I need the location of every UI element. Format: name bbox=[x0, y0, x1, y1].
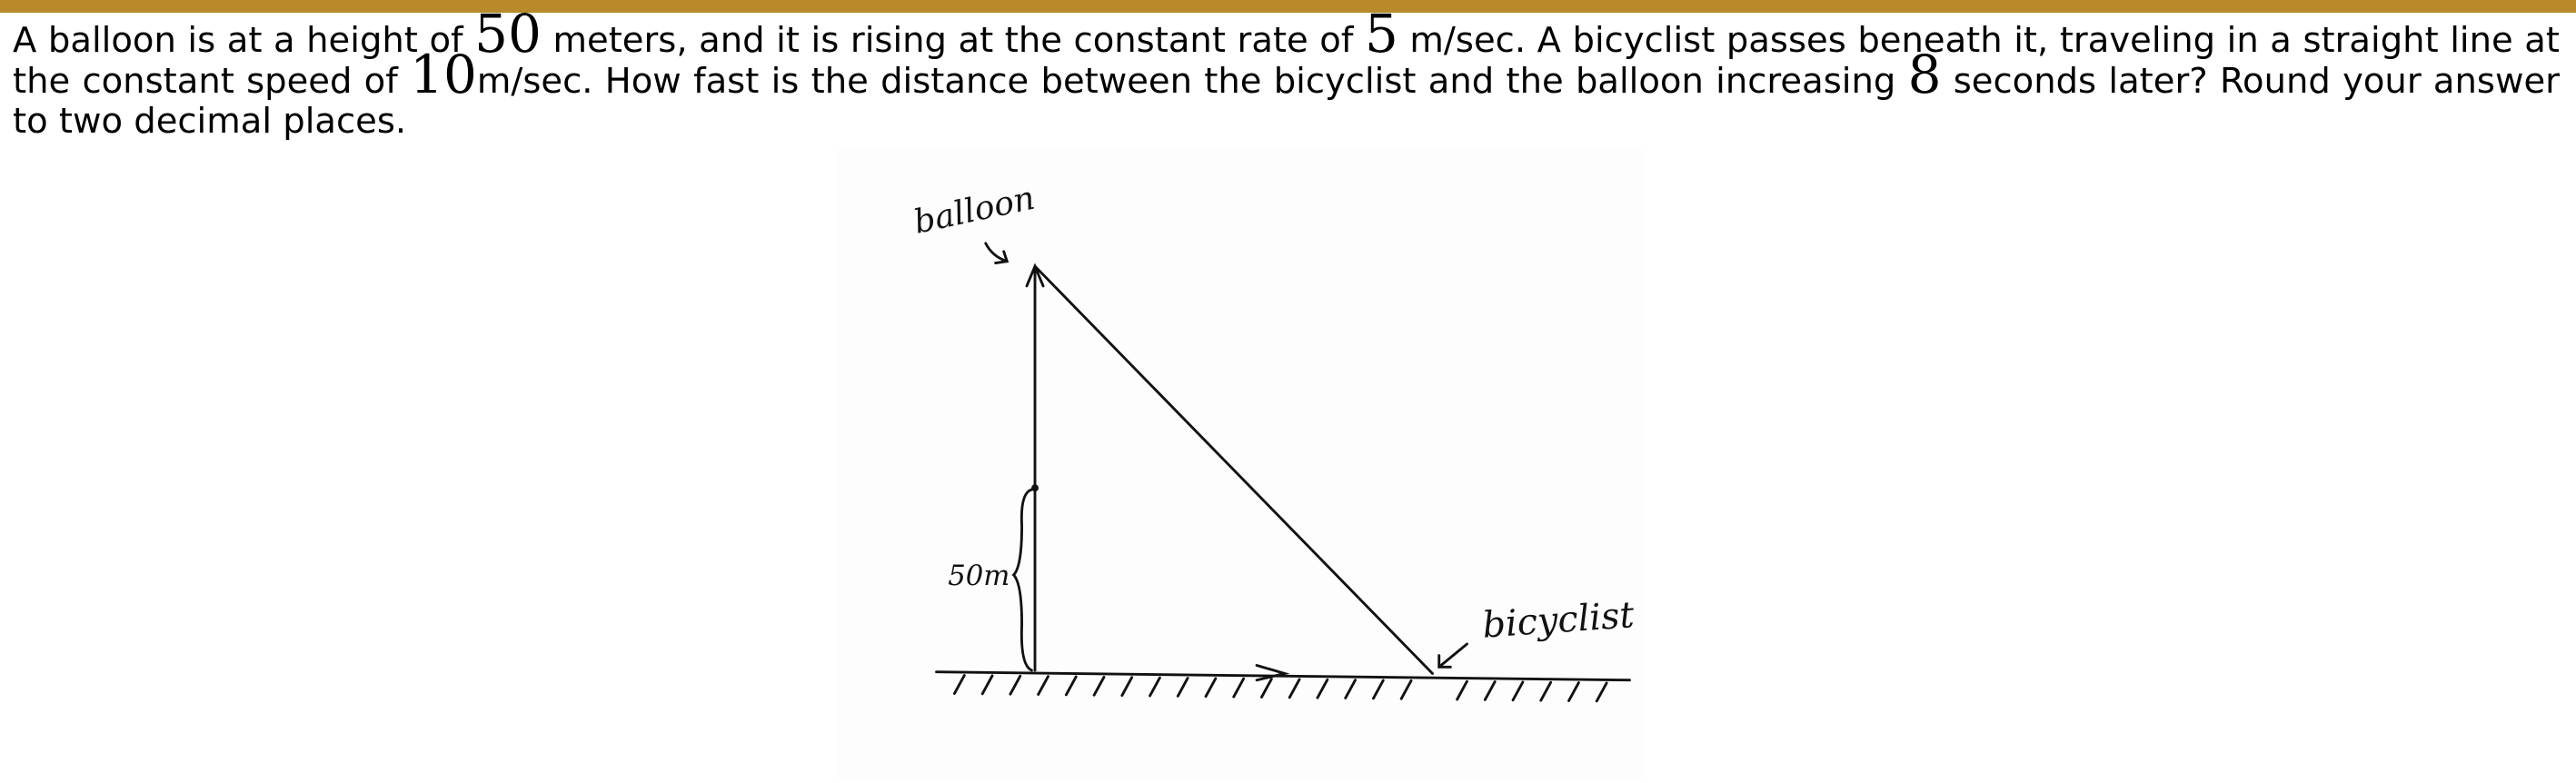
text: A balloon is at a height of bbox=[13, 20, 475, 61]
height-label: 50m bbox=[948, 560, 1010, 592]
hatch-stroke bbox=[1371, 679, 1385, 700]
hatch-stroke bbox=[1092, 675, 1106, 697]
hatch-stroke bbox=[1511, 680, 1525, 702]
distance-line bbox=[1033, 264, 1434, 675]
hatch-stroke bbox=[1176, 677, 1189, 698]
hatch-stroke bbox=[1567, 681, 1580, 702]
hatch-stroke bbox=[1399, 679, 1413, 700]
number: 8 bbox=[1907, 44, 1942, 105]
text: m/sec. How fast is the distance between … bbox=[476, 61, 1908, 102]
text: seconds later? Round your answer to two … bbox=[13, 61, 2560, 142]
hatching bbox=[952, 674, 1608, 703]
hatch-stroke bbox=[1037, 675, 1049, 696]
figure: balloon 50m bicyclist bbox=[838, 148, 1643, 780]
text: meters, and it is rising at the constant… bbox=[541, 20, 1365, 61]
number: 5 bbox=[1364, 3, 1398, 64]
hatch-stroke bbox=[1595, 681, 1608, 703]
ground-arrow bbox=[1255, 664, 1290, 682]
label-arrow bbox=[984, 242, 1010, 264]
problem-text: A balloon is at a height of 50 meters, a… bbox=[0, 7, 2576, 142]
hatch-stroke bbox=[1232, 677, 1246, 699]
number: 10 bbox=[410, 44, 477, 105]
hatch-stroke bbox=[1483, 680, 1497, 701]
hatch-stroke bbox=[1204, 677, 1218, 699]
hatch-stroke bbox=[1120, 676, 1134, 698]
hatch-stroke bbox=[1260, 678, 1273, 699]
hatch-stroke bbox=[1009, 674, 1022, 696]
label-arrow bbox=[1437, 642, 1468, 669]
hatch-stroke bbox=[1064, 675, 1078, 697]
hatch-stroke bbox=[952, 674, 966, 695]
hatch-stroke bbox=[1456, 679, 1468, 701]
hatch-stroke bbox=[980, 674, 994, 696]
hatch-stroke bbox=[1316, 678, 1329, 699]
hatch-stroke bbox=[1539, 680, 1553, 702]
number: 50 bbox=[474, 3, 542, 64]
hatch-stroke bbox=[1344, 679, 1357, 699]
dot bbox=[1031, 484, 1039, 492]
hatch-stroke bbox=[1149, 676, 1161, 698]
top-bar bbox=[0, 0, 2576, 13]
text: m/sec. A bicyclist passes beneath it, tr… bbox=[13, 20, 2560, 102]
hatch-stroke bbox=[1288, 678, 1301, 699]
ground bbox=[935, 670, 1631, 682]
brace bbox=[1011, 488, 1033, 672]
